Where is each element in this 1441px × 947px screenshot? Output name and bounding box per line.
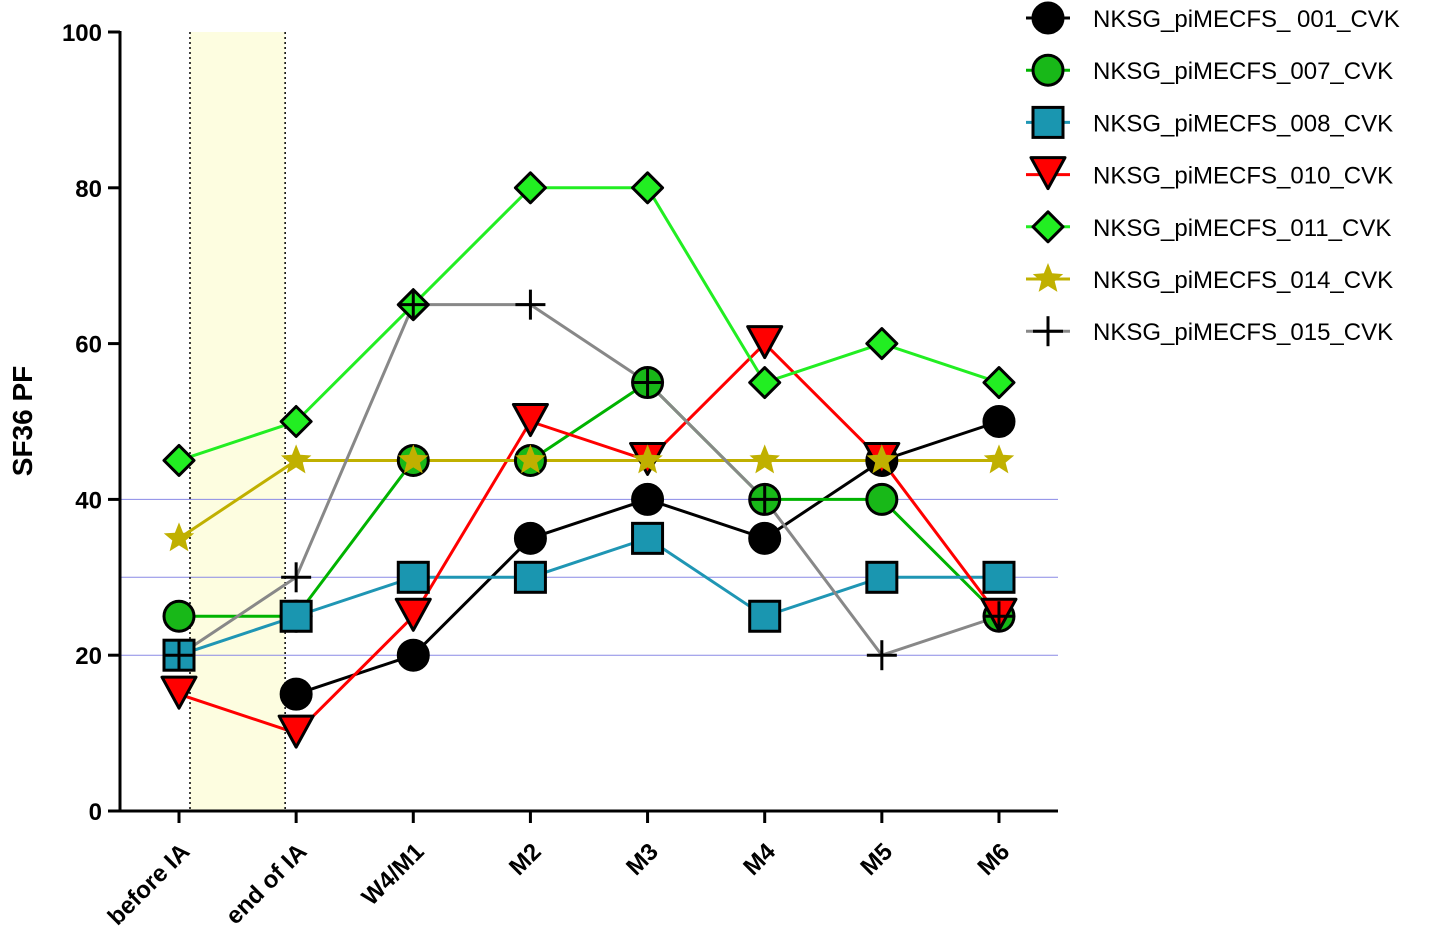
- series-5-point: [748, 366, 782, 400]
- series-line-5: [178, 186, 1000, 462]
- series-2-point: [162, 599, 196, 633]
- series-1-point: [748, 521, 782, 555]
- legend-item: NKSG_piMECFS_ 001_CVK: [1026, 1, 1400, 35]
- legend-swatch-marker: [1029, 156, 1067, 191]
- legend-swatch-marker: [1031, 53, 1065, 87]
- legend-swatch-marker: [1033, 316, 1063, 347]
- series-6-point: [983, 444, 1015, 474]
- series-line-6: [178, 458, 999, 540]
- x-tick-label: M5: [855, 838, 898, 881]
- series-7-point: [749, 484, 780, 515]
- legend: NKSG_piMECFS_ 001_CVK NKSG_piMECFS_007_CV…: [1026, 1, 1400, 347]
- series-markers: [160, 171, 1018, 749]
- series-3-point: [279, 599, 313, 633]
- series-4-point: [511, 403, 549, 437]
- legend-item: NKSG_piMECFS_014_CVK: [1026, 263, 1393, 294]
- y-tick-label: 60: [75, 332, 102, 359]
- y-tick-label: 80: [75, 176, 102, 203]
- legend-swatch-marker: [1031, 105, 1065, 139]
- series-line-3: [178, 536, 999, 657]
- y-tick-label: 40: [75, 487, 102, 514]
- series-4-point: [160, 675, 198, 710]
- series-3-point: [748, 599, 782, 633]
- series-1-point: [631, 482, 665, 516]
- shaded-region: [190, 32, 286, 811]
- legend-swatch-marker: [1031, 210, 1065, 244]
- series-5-point: [631, 171, 665, 205]
- legend-label: NKSG_piMECFS_007_CVK: [1093, 58, 1393, 85]
- y-tick-label: 20: [75, 643, 102, 670]
- series-7-point: [398, 289, 429, 320]
- series-5-point: [162, 443, 196, 477]
- legend-label: NKSG_piMECFS_011_CVK: [1093, 215, 1391, 242]
- y-tick-label: 0: [89, 799, 102, 826]
- x-tick-label: before IA: [103, 838, 196, 931]
- x-tick-label: M2: [504, 838, 547, 881]
- series-7-point: [632, 367, 663, 398]
- series-1-point: [982, 405, 1016, 438]
- x-tick-label: W4/M1: [357, 838, 430, 911]
- series-7-point: [983, 601, 1014, 632]
- legend-label: NKSG_piMECFS_010_CVK: [1093, 163, 1393, 190]
- series-3-point: [865, 560, 899, 594]
- x-tick-label: M3: [621, 838, 664, 881]
- series-6-point: [398, 444, 429, 474]
- series-7-point: [164, 640, 194, 671]
- series-4-point: [277, 714, 315, 749]
- series-3-point: [513, 560, 547, 594]
- legend-item: NKSG_piMECFS_007_CVK: [1026, 53, 1393, 87]
- series-5-point: [513, 171, 547, 205]
- legend-item: NKSG_piMECFS_015_CVK: [1026, 316, 1393, 347]
- series-7-point: [281, 562, 312, 593]
- series-4-point: [394, 597, 432, 632]
- y-tick-label: 100: [62, 20, 102, 47]
- series-1-point: [279, 677, 313, 711]
- series-3-point: [396, 560, 430, 594]
- series-1-point: [396, 638, 430, 672]
- series-line-4: [178, 342, 1001, 735]
- legend-label: NKSG_piMECFS_014_CVK: [1093, 267, 1393, 294]
- legend-label: NKSG_piMECFS_008_CVK: [1093, 110, 1393, 137]
- series-5-point: [279, 405, 313, 438]
- series-3-point: [631, 521, 665, 555]
- legend-label: NKSG_piMECFS_015_CVK: [1093, 319, 1393, 346]
- series-line-2: [179, 381, 1001, 618]
- legend-item: NKSG_piMECFS_011_CVK: [1026, 210, 1391, 244]
- series-6-point: [163, 522, 195, 552]
- legend-item: NKSG_piMECFS_008_CVK: [1026, 105, 1393, 139]
- legend-swatch-marker: [1031, 1, 1065, 35]
- series-6-point: [515, 444, 546, 474]
- series-1-point: [513, 521, 547, 555]
- x-tick-label: M4: [738, 838, 781, 881]
- series-5-point: [865, 327, 899, 361]
- series-2-point: [865, 482, 899, 516]
- legend-swatch-marker: [1032, 263, 1064, 292]
- series-4-point: [746, 325, 784, 360]
- series-6-point: [866, 444, 898, 474]
- y-axis-title: SF36 PF: [7, 366, 38, 476]
- series-6-point: [749, 444, 780, 474]
- series-5-point: [982, 366, 1016, 400]
- x-tick-label: end of IA: [221, 838, 313, 930]
- series-6-point: [280, 444, 312, 474]
- series-line-7: [178, 303, 1000, 657]
- series-7-point: [515, 289, 546, 320]
- series-6-point: [632, 444, 663, 474]
- series-7-point: [866, 640, 897, 671]
- legend-label: NKSG_piMECFS_ 001_CVK: [1093, 6, 1400, 33]
- legend-item: NKSG_piMECFS_010_CVK: [1026, 156, 1393, 191]
- x-tick-label: M6: [973, 838, 1016, 881]
- series-3-point: [982, 560, 1016, 594]
